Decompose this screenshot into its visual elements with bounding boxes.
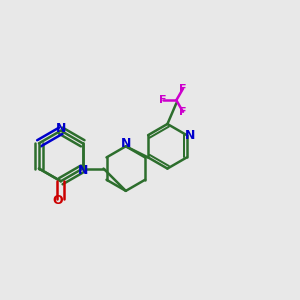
Text: F: F xyxy=(179,84,187,94)
Text: N: N xyxy=(56,122,66,135)
Text: F: F xyxy=(179,107,187,117)
Text: N: N xyxy=(121,137,131,150)
Text: F: F xyxy=(159,95,167,105)
Text: O: O xyxy=(52,194,63,207)
Text: N: N xyxy=(185,129,196,142)
Text: N: N xyxy=(77,164,88,177)
